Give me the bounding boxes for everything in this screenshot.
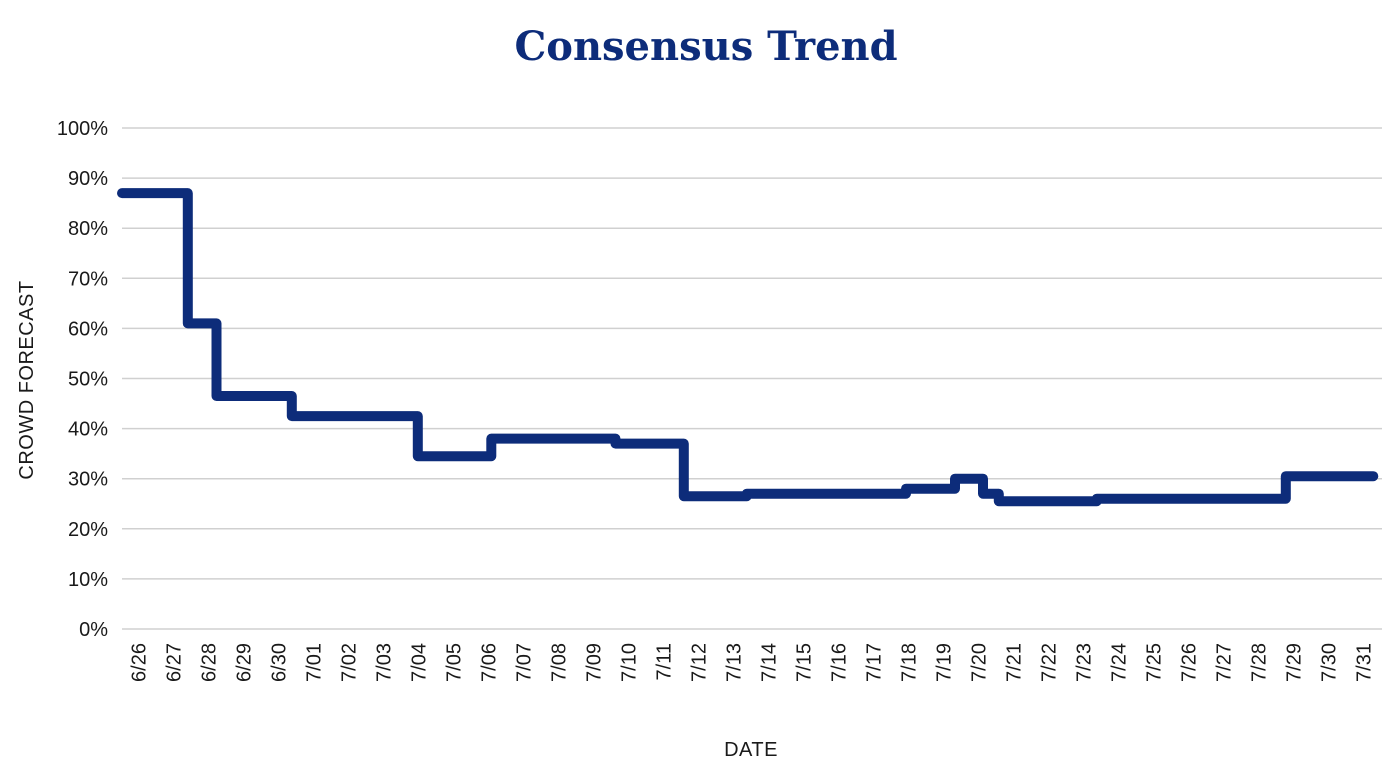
x-tick-label: 6/30 <box>269 643 291 682</box>
y-tick-label: 60% <box>68 318 108 340</box>
y-tick-label: 80% <box>68 218 108 240</box>
gridlines <box>122 127 1382 630</box>
y-axis-ticks: 0% 10% 20% 30% 40% 50% 60% 70% 80% 90% 100% <box>57 118 108 641</box>
x-tick-label: 7/15 <box>794 643 816 682</box>
x-tick-label: 7/02 <box>339 643 361 682</box>
x-tick-label: 7/23 <box>1074 643 1096 682</box>
y-tick-label: 10% <box>68 569 108 591</box>
x-axis-ticks: 6/26 6/27 6/28 6/29 6/30 7/01 7/02 7/03 7/04 7/05… <box>129 643 1376 682</box>
x-tick-label: 7/20 <box>969 643 991 682</box>
x-tick-label: 7/06 <box>479 643 501 682</box>
x-tick-label: 7/04 <box>409 643 431 682</box>
chart-title: Consensus Trend <box>514 23 897 70</box>
y-tick-label: 20% <box>68 519 108 541</box>
y-axis-label: CROWD FORECAST <box>16 280 38 479</box>
x-tick-label: 7/27 <box>1214 643 1236 682</box>
x-tick-label: 7/13 <box>724 643 746 682</box>
x-tick-label: 7/30 <box>1319 643 1341 682</box>
x-tick-label: 7/17 <box>864 643 886 682</box>
x-tick-label: 7/09 <box>584 643 606 682</box>
x-tick-label: 6/27 <box>164 643 186 682</box>
x-tick-label: 7/18 <box>899 643 921 682</box>
x-tick-label: 6/26 <box>129 643 151 682</box>
y-tick-label: 30% <box>68 469 108 491</box>
y-tick-label: 0% <box>79 619 108 641</box>
x-tick-label: 7/25 <box>1144 643 1166 682</box>
x-tick-label: 7/28 <box>1249 643 1271 682</box>
x-tick-label: 7/03 <box>374 643 396 682</box>
x-tick-label: 6/29 <box>234 643 256 682</box>
x-tick-label: 7/24 <box>1109 643 1131 682</box>
x-tick-label: 7/10 <box>619 643 641 682</box>
x-tick-label: 7/26 <box>1179 643 1201 682</box>
x-tick-label: 7/29 <box>1284 643 1306 682</box>
y-tick-label: 50% <box>68 369 108 391</box>
x-tick-label: 7/12 <box>689 643 711 682</box>
x-tick-label: 7/07 <box>514 643 536 682</box>
x-axis-label: DATE <box>724 739 778 761</box>
x-tick-label: 7/14 <box>759 643 781 682</box>
x-tick-label: 7/31 <box>1354 643 1376 682</box>
series-line <box>117 188 1379 507</box>
x-tick-label: 7/16 <box>829 643 851 682</box>
y-tick-label: 70% <box>68 268 108 290</box>
x-tick-label: 7/08 <box>549 643 571 682</box>
y-tick-label: 100% <box>57 118 108 140</box>
x-tick-label: 7/21 <box>1004 643 1026 682</box>
x-tick-label: 6/28 <box>199 643 221 682</box>
x-tick-label: 7/22 <box>1039 643 1061 682</box>
x-tick-label: 7/01 <box>304 643 326 682</box>
x-tick-label: 7/19 <box>934 643 956 682</box>
x-tick-label: 7/11 <box>654 643 676 680</box>
x-tick-label: 7/05 <box>444 643 466 682</box>
y-tick-label: 90% <box>68 168 108 190</box>
series-layer <box>117 188 1379 507</box>
y-tick-label: 40% <box>68 419 108 441</box>
